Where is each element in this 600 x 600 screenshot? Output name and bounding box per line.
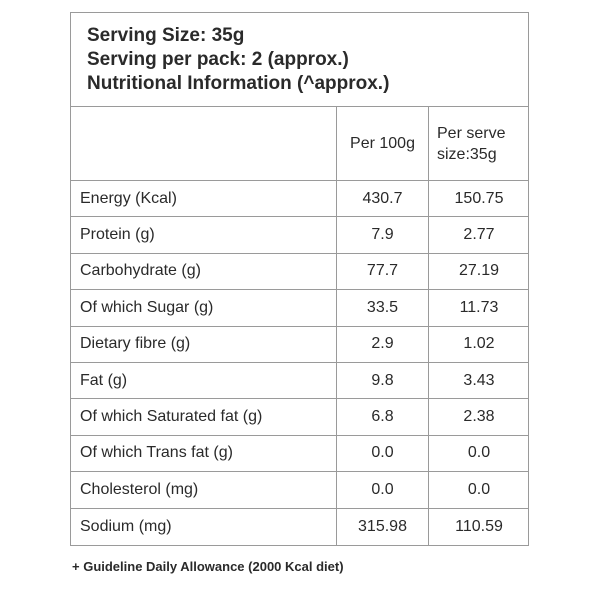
per-serve-value: 0.0: [428, 472, 529, 508]
nutrient-label: Sodium (mg): [80, 517, 172, 535]
header-per-serve-line2: size:35g: [437, 145, 497, 163]
table-row: Protein (g) 7.9 2.77: [71, 217, 529, 254]
header-per-serve-text: Per serve size:35g: [437, 123, 505, 165]
table-row: Sodium (mg) 315.98 110.59: [71, 508, 529, 545]
table-row: Energy (Kcal) 430.7 150.75: [71, 181, 529, 218]
table-row: Dietary fibre (g) 2.9 1.02: [71, 326, 529, 363]
nutrient-label: Fat (g): [80, 371, 128, 389]
per100-value: 315.98: [336, 508, 428, 545]
table-row: Of which Trans fat (g) 0.0 0.0: [71, 435, 529, 473]
per-serve-value: 27.19: [428, 253, 529, 290]
nutrient-label: Cholesterol (mg): [80, 480, 199, 498]
per-serve-value: 3.43: [428, 362, 529, 399]
per-serve-value: 2.38: [428, 399, 529, 435]
footnote: + Guideline Daily Allowance (2000 Kcal d…: [72, 559, 344, 574]
per100-value: 6.8: [336, 399, 428, 435]
table-row: Cholesterol (mg) 0.0 0.0: [71, 472, 529, 509]
nutrient-label: Of which Trans fat (g): [80, 444, 233, 462]
nutrient-label: Dietary fibre (g): [80, 335, 191, 353]
header-per-serve-line1: Per serve: [437, 124, 506, 142]
table-row: Of which Sugar (g) 33.5 11.73: [71, 290, 529, 327]
nutrition-panel: Serving Size: 35g Serving per pack: 2 (a…: [70, 12, 529, 546]
per-serve-value: 11.73: [428, 290, 529, 326]
per-serve-value: 150.75: [428, 181, 529, 217]
per100-value: 77.7: [336, 253, 428, 290]
per100-value: 9.8: [336, 362, 428, 399]
per-serve-value: 0.0: [428, 435, 529, 472]
per100-value: 7.9: [336, 217, 428, 253]
nutrient-label: Of which Saturated fat (g): [80, 408, 263, 426]
per-serve-value: 2.77: [428, 217, 529, 253]
nutrient-label: Protein (g): [80, 226, 155, 244]
table-header-row: Per 100g Per serve size:35g: [71, 107, 528, 181]
per-serve-value: 110.59: [428, 508, 529, 545]
servings-per-pack: Serving per pack: 2 (approx.): [87, 49, 349, 70]
nutrient-label: Of which Sugar (g): [80, 298, 214, 316]
nutrition-title: Nutritional Information (^approx.): [87, 73, 390, 94]
per100-value: 0.0: [336, 472, 428, 508]
per100-value: 2.9: [336, 326, 428, 362]
header-per-100g: Per 100g: [336, 107, 428, 180]
header-per-serve: Per serve size:35g: [428, 107, 529, 180]
per-serve-value: 1.02: [428, 326, 529, 362]
nutrient-label: Energy (Kcal): [80, 189, 177, 207]
nutrition-table: Per 100g Per serve size:35g Energy (Kcal…: [71, 107, 528, 545]
per100-value: 430.7: [336, 181, 428, 217]
nutrition-header: Serving Size: 35g Serving per pack: 2 (a…: [71, 13, 528, 107]
per100-value: 33.5: [336, 290, 428, 326]
table-row: Fat (g) 9.8 3.43: [71, 362, 529, 400]
table-row: Carbohydrate (g) 77.7 27.19: [71, 253, 529, 291]
header-label-cell: [71, 107, 336, 180]
serving-size: Serving Size: 35g: [87, 25, 245, 46]
table-row: Of which Saturated fat (g) 6.8 2.38: [71, 399, 529, 436]
nutrient-label: Carbohydrate (g): [80, 262, 201, 280]
per100-value: 0.0: [336, 435, 428, 472]
